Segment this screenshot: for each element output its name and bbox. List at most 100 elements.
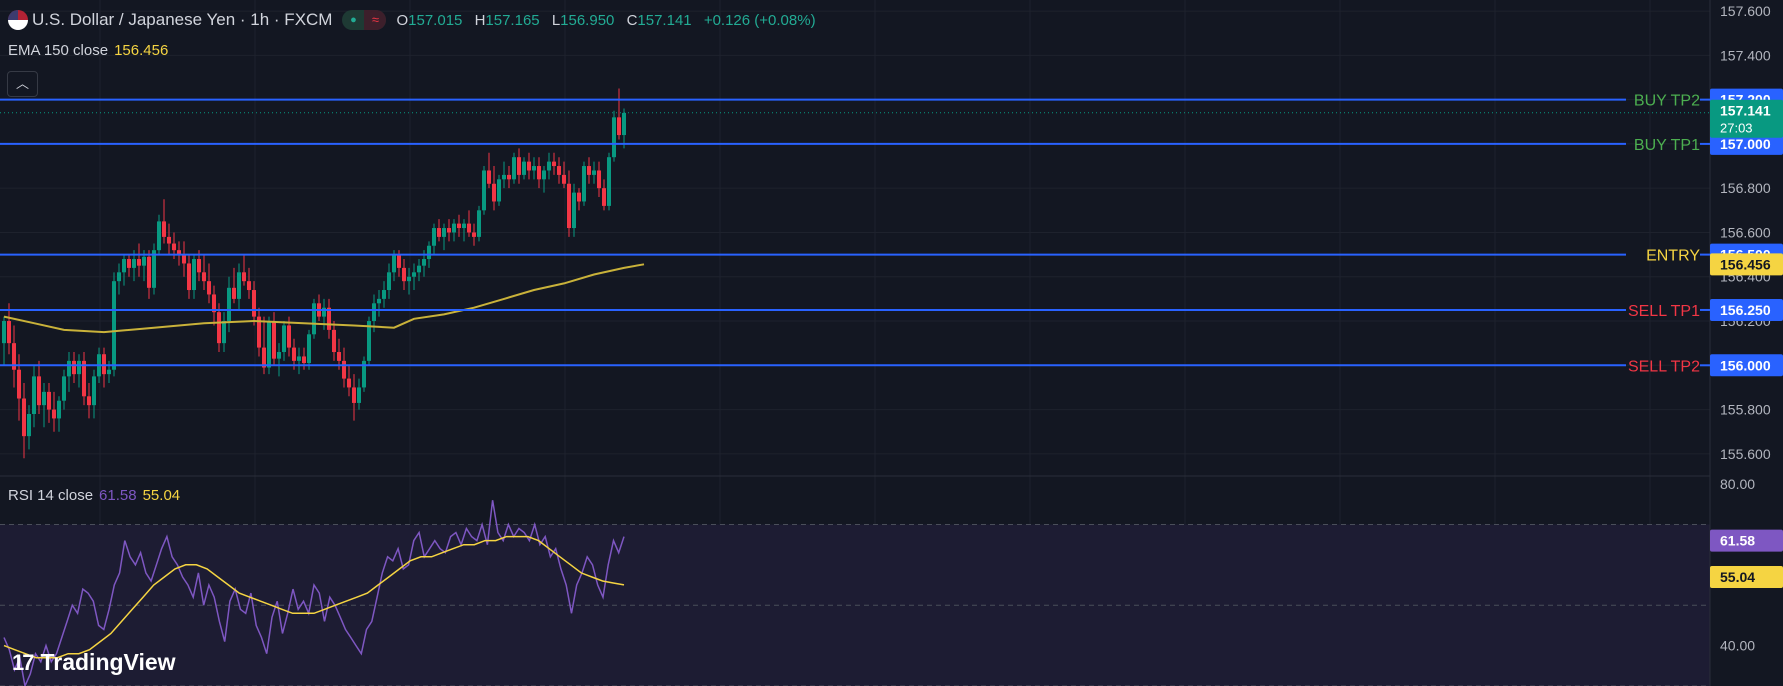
candle-body [567, 183, 571, 229]
candle-body [577, 192, 581, 202]
candle-body [402, 267, 406, 282]
rsi-legend-label: RSI 14 close [8, 487, 94, 504]
candle-body [562, 174, 566, 184]
level-price-tag: 156.000 [1720, 357, 1771, 373]
candle-body [27, 414, 31, 437]
candle-body [147, 256, 151, 288]
candle-body [482, 170, 486, 211]
candle-body [242, 272, 246, 282]
candle-body [2, 321, 6, 344]
candle-body [617, 117, 621, 136]
candle-body [77, 360, 81, 375]
ema-legend[interactable]: EMA 150 close 156.456 [8, 42, 168, 59]
low-label: L [551, 11, 561, 29]
candle-body [67, 360, 71, 377]
open-label: O [396, 11, 409, 29]
candle-body [277, 352, 281, 359]
candle-body [612, 117, 616, 158]
level-label: ENTRY [1646, 248, 1700, 265]
candle-body [382, 290, 386, 299]
candle-body [592, 170, 596, 175]
candle-body [542, 170, 546, 180]
ema-price-tag-bg [1710, 253, 1783, 276]
candle-body [92, 376, 96, 406]
tradingview-mark-icon: 17 [12, 649, 35, 675]
candle-body [342, 360, 346, 379]
candle-body [272, 321, 276, 359]
candle-body [572, 192, 576, 229]
us-flag-icon [8, 10, 28, 30]
rsi-value-tag: 61.58 [1720, 533, 1755, 549]
candle-body [187, 263, 191, 291]
candle-body [537, 166, 541, 180]
candle-body [42, 391, 46, 406]
candle-body [262, 347, 266, 368]
price-tick-label: 157.600 [1720, 3, 1771, 19]
candle-body [297, 356, 301, 361]
candle-body [522, 161, 526, 175]
collapse-legend-button[interactable]: ︿ [7, 71, 38, 97]
ema-150-line [3, 263, 645, 334]
rsi-legend-value: 61.58 [99, 487, 137, 504]
candle-body [12, 343, 16, 370]
candle-body [412, 272, 416, 277]
rsi-legend[interactable]: RSI 14 close 61.58 55.04 [8, 487, 180, 504]
high-label: H [474, 11, 486, 29]
rsi-ma-legend-value: 55.04 [142, 487, 181, 504]
low-value: 156.950 [560, 11, 615, 29]
rsi-ma-line [3, 535, 625, 659]
candle-body [322, 307, 326, 317]
candle-body [222, 321, 226, 344]
high-value: 157.165 [485, 11, 540, 29]
candle-body [252, 290, 256, 317]
candle-body [127, 259, 131, 268]
last-price-tag: 157.141 [1720, 103, 1771, 119]
candle-body [432, 228, 436, 246]
candle-body [212, 294, 216, 313]
level-price-tag: 157.000 [1720, 136, 1771, 152]
candle-body [32, 376, 36, 415]
candle-body [517, 157, 521, 175]
candle-body [407, 276, 411, 282]
tradingview-logo[interactable]: 17 TradingView [12, 649, 176, 676]
symbol-legend[interactable]: U.S. Dollar / Japanese Yen · 1h · FXCM ●… [8, 10, 824, 30]
candle-body [417, 265, 421, 273]
candle-body [422, 259, 426, 266]
candle-body [102, 354, 106, 375]
candle-body [137, 259, 141, 266]
candle-body [182, 254, 186, 264]
candle-body [557, 166, 561, 175]
candle-body [112, 281, 116, 370]
level-price-tag-bg [1710, 354, 1783, 377]
candle-body [532, 166, 536, 171]
candle-body [157, 221, 161, 251]
candle-body [287, 325, 291, 348]
level-price-tag-bg [1710, 298, 1783, 321]
rsi-ma-value-tag: 55.04 [1720, 569, 1755, 585]
ema-legend-label: EMA 150 close [8, 42, 109, 59]
candle-body [192, 259, 196, 291]
candle-body [387, 272, 391, 291]
candle-body [117, 272, 121, 282]
candle-body [502, 174, 506, 180]
candle-body [357, 387, 361, 403]
candle-body [552, 161, 556, 167]
candle-body [497, 179, 501, 202]
candle-body [162, 221, 166, 237]
candles-layer [2, 88, 626, 459]
market-status-pill[interactable]: ● ≈ [342, 10, 387, 30]
candle-body [327, 307, 331, 330]
candle-body [267, 321, 271, 368]
candle-body [457, 223, 461, 229]
candle-body [237, 272, 241, 299]
rsi-value-tag-bg [1710, 529, 1783, 552]
ohlc-values: O157.015 H157.165 L156.950 C157.141 +0.1… [396, 12, 823, 29]
candle-body [227, 287, 231, 322]
candle-body [142, 256, 146, 266]
symbol-title[interactable]: U.S. Dollar / Japanese Yen · 1h · FXCM [32, 10, 333, 29]
candle-body [337, 352, 341, 361]
candle-body [367, 321, 371, 361]
candle-body [257, 316, 261, 348]
